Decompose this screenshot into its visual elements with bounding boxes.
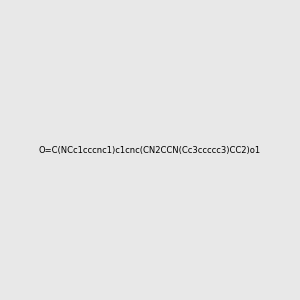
- Text: O=C(NCc1cccnc1)c1cnc(CN2CCN(Cc3ccccc3)CC2)o1: O=C(NCc1cccnc1)c1cnc(CN2CCN(Cc3ccccc3)CC…: [39, 146, 261, 154]
